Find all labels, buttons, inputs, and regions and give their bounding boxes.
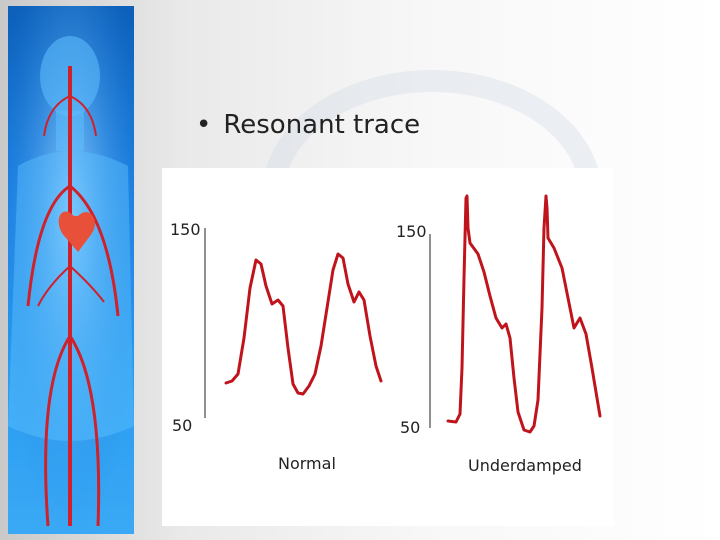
underdamped-caption: Underdamped xyxy=(468,456,582,475)
bullet-point: • Resonant trace xyxy=(196,110,420,140)
bullet-symbol: • xyxy=(196,110,212,140)
bullet-text: Resonant trace xyxy=(223,110,421,140)
normal-y-top-label: 150 xyxy=(170,220,201,239)
underdamped-y-top-label: 150 xyxy=(396,222,427,241)
waveform-diagram: 150 50 Normal 150 50 Underdamped xyxy=(162,168,614,526)
anatomy-image xyxy=(8,6,134,534)
underdamped-trace xyxy=(446,194,602,434)
normal-caption: Normal xyxy=(278,454,336,473)
normal-y-bottom-label: 50 xyxy=(172,416,193,435)
underdamped-y-bottom-label: 50 xyxy=(400,418,421,437)
waveform-svg xyxy=(204,194,602,434)
circulatory-figure-illustration xyxy=(8,6,134,534)
normal-trace xyxy=(224,252,383,396)
